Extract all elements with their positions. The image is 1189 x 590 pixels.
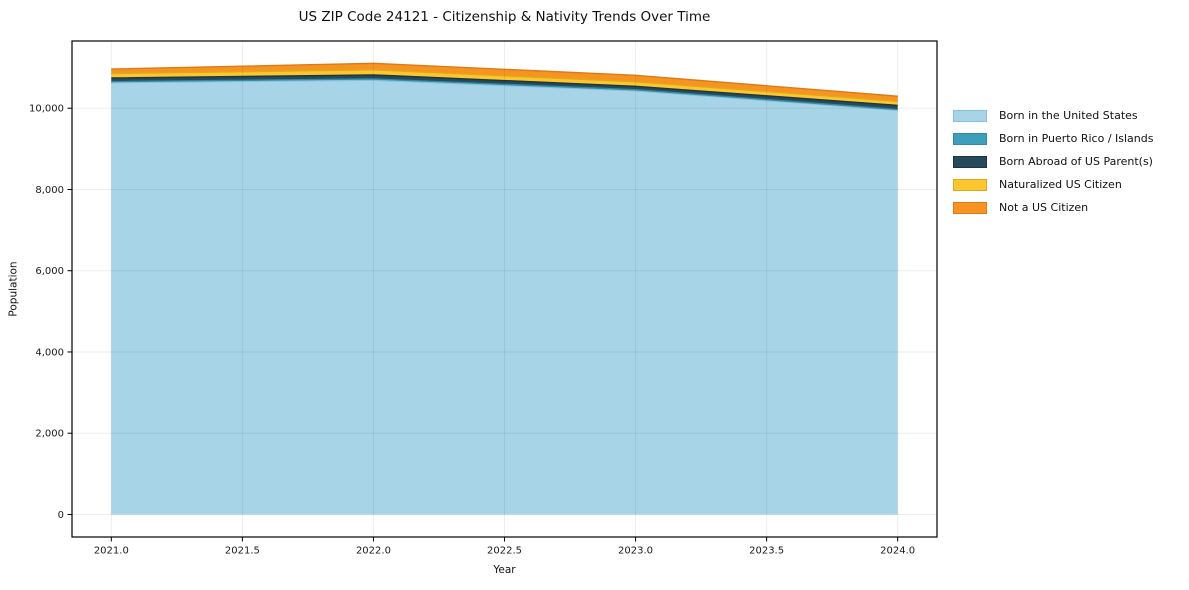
legend-label: Not a US Citizen xyxy=(999,201,1089,214)
svg-text:0: 0 xyxy=(58,510,64,521)
legend-item: Born Abroad of US Parent(s) xyxy=(953,150,1153,173)
svg-text:2022.0: 2022.0 xyxy=(356,546,391,557)
svg-text:8,000: 8,000 xyxy=(35,185,64,196)
svg-text:2021.5: 2021.5 xyxy=(225,546,260,557)
svg-text:2023.0: 2023.0 xyxy=(618,546,653,557)
svg-text:4,000: 4,000 xyxy=(35,347,64,358)
legend-swatch-born-us xyxy=(953,109,987,122)
x-axis-label: Year xyxy=(493,564,516,576)
legend-label: Born Abroad of US Parent(s) xyxy=(999,155,1153,168)
svg-text:2023.5: 2023.5 xyxy=(749,546,784,557)
svg-text:2024.0: 2024.0 xyxy=(880,546,915,557)
y-axis-label-wrap: Population xyxy=(0,41,28,537)
svg-text:2022.5: 2022.5 xyxy=(487,546,522,557)
legend-item: Naturalized US Citizen xyxy=(953,173,1153,196)
y-axis-label: Population xyxy=(8,261,21,317)
chart-title: US ZIP Code 24121 - Citizenship & Nativi… xyxy=(298,9,711,25)
legend-swatch-naturalized xyxy=(953,178,987,191)
legend: Born in the United States Born in Puerto… xyxy=(953,104,1153,219)
legend-swatch-born-pr xyxy=(953,132,987,145)
legend-item: Not a US Citizen xyxy=(953,196,1153,219)
legend-item: Born in Puerto Rico / Islands xyxy=(953,127,1153,150)
svg-text:6,000: 6,000 xyxy=(35,266,64,277)
legend-swatch-born-abroad xyxy=(953,155,987,168)
svg-text:2021.0: 2021.0 xyxy=(94,546,129,557)
legend-item: Born in the United States xyxy=(953,104,1153,127)
legend-label: Naturalized US Citizen xyxy=(999,178,1122,191)
svg-text:10,000: 10,000 xyxy=(29,104,64,115)
legend-label: Born in Puerto Rico / Islands xyxy=(999,132,1154,145)
legend-label: Born in the United States xyxy=(999,109,1138,122)
legend-swatch-not-citizen xyxy=(953,201,987,214)
svg-text:2,000: 2,000 xyxy=(35,429,64,440)
